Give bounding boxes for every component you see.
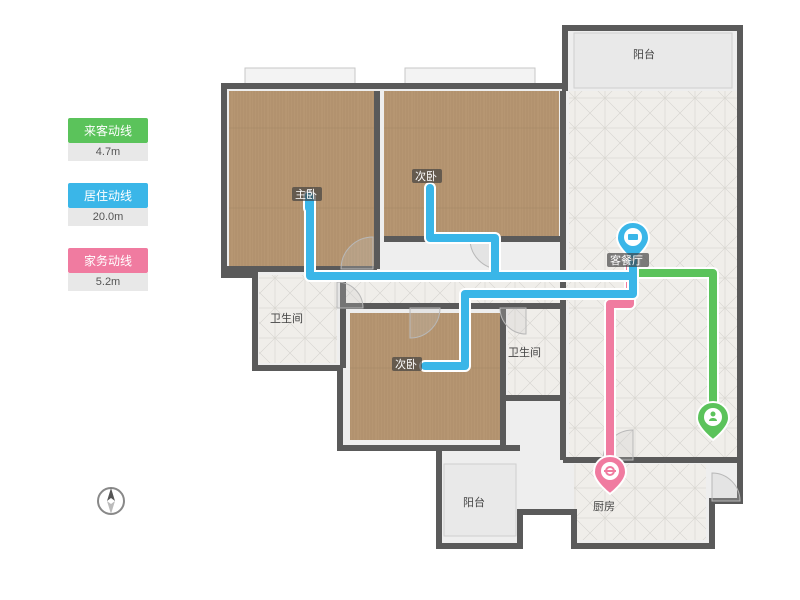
svg-text:阳台: 阳台 [633,47,655,61]
legend-living-label: 居住动线 [68,183,148,208]
svg-text:客餐厅: 客餐厅 [610,253,643,267]
legend-chores-value: 5.2m [68,273,148,291]
route-legend: 来客动线 4.7m 居住动线 20.0m 家务动线 5.2m [68,118,148,313]
svg-text:卫生间: 卫生间 [508,345,541,359]
svg-text:阳台: 阳台 [463,495,485,509]
floor-plan: 主卧次卧次卧客餐厅卫生间卫生间厨房阳台阳台 [215,8,775,568]
svg-text:次卧: 次卧 [395,357,417,371]
legend-chores: 家务动线 5.2m [68,248,148,291]
svg-text:厨房: 厨房 [593,500,615,513]
svg-text:次卧: 次卧 [415,169,437,183]
legend-visitor-value: 4.7m [68,143,148,161]
svg-text:卫生间: 卫生间 [270,311,303,325]
legend-chores-label: 家务动线 [68,248,148,273]
svg-text:主卧: 主卧 [295,188,317,201]
legend-visitor: 来客动线 4.7m [68,118,148,161]
compass-icon [95,485,127,517]
legend-visitor-label: 来客动线 [68,118,148,143]
legend-living: 居住动线 20.0m [68,183,148,226]
legend-living-value: 20.0m [68,208,148,226]
